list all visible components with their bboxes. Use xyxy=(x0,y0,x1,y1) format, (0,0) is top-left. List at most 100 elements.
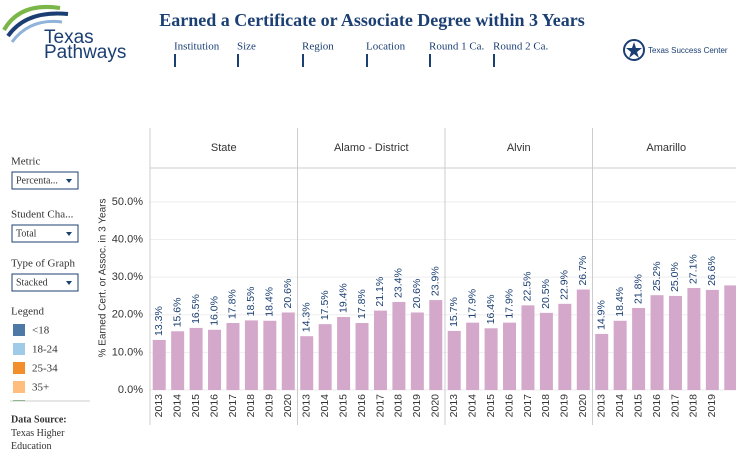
x-tick-label: 2016 xyxy=(651,394,663,418)
dropdown-value[interactable]: Stacked xyxy=(16,277,48,288)
panel-title: Alamo - District xyxy=(334,142,409,154)
value-label: 17.8% xyxy=(227,289,239,319)
x-tick-label: 2013 xyxy=(153,394,165,418)
bar xyxy=(171,331,185,390)
dropdown[interactable] xyxy=(11,224,79,243)
x-tick-label: 2015 xyxy=(485,394,497,418)
dropdown-arrow[interactable] xyxy=(66,179,72,183)
x-tick-label: 2019 xyxy=(264,394,276,418)
value-label: 16.0% xyxy=(208,296,220,326)
filter-label[interactable]: Size xyxy=(237,41,256,53)
dropdown-value[interactable]: Total xyxy=(16,228,37,239)
y-tick-label: 20.0% xyxy=(112,309,143,321)
dropdown-arrow[interactable] xyxy=(66,232,72,236)
y-tick-label: 40.0% xyxy=(112,233,143,245)
filter-label[interactable]: Round 2 Ca. xyxy=(493,41,549,53)
filter-label[interactable]: Location xyxy=(366,41,406,53)
x-tick-label: 2015 xyxy=(632,394,644,418)
legend-swatch xyxy=(13,381,25,393)
value-label: 17.8% xyxy=(356,289,368,319)
x-tick-label: 2019 xyxy=(411,394,423,418)
y-axis-label: % Earned Cert. or Assoc. in 3 Years xyxy=(98,199,109,358)
bar xyxy=(613,320,627,390)
x-tick-label: 2016 xyxy=(503,394,515,418)
value-label: 21.1% xyxy=(374,277,386,307)
value-label: 14.9% xyxy=(596,300,608,330)
dropdown-arrow[interactable] xyxy=(66,281,72,285)
value-label: 13.3% xyxy=(153,306,165,336)
bar xyxy=(466,322,480,390)
legend-title: Legend xyxy=(11,306,44,318)
x-tick-label: 2018 xyxy=(688,394,700,418)
bar xyxy=(650,295,664,390)
x-tick-label: 2014 xyxy=(171,394,183,418)
dropdown[interactable] xyxy=(11,171,79,190)
filter-label[interactable]: Region xyxy=(302,41,334,53)
partner-name: Texas Success Center xyxy=(648,46,728,55)
value-label: 20.6% xyxy=(282,279,294,309)
legend-label: 25-34 xyxy=(32,363,58,375)
bar xyxy=(521,305,535,390)
y-tick-label: 30.0% xyxy=(112,271,143,283)
value-label: 18.4% xyxy=(614,287,626,317)
value-label: 16.5% xyxy=(190,294,202,324)
value-label: 15.7% xyxy=(448,297,460,327)
dropdown-value[interactable]: Percenta... xyxy=(16,175,58,186)
value-label: 26.7% xyxy=(577,256,589,286)
bar xyxy=(632,307,646,390)
partner-icon xyxy=(626,42,642,58)
dropdown[interactable] xyxy=(11,273,79,292)
x-tick-label: 2018 xyxy=(540,394,552,418)
value-label: 21.8% xyxy=(632,274,644,304)
bar xyxy=(337,317,351,390)
panel-title: State xyxy=(211,142,237,154)
partner-icon xyxy=(623,39,645,61)
bar xyxy=(263,320,277,390)
control-label: Metric xyxy=(11,156,40,168)
data-source-title: Data Source: xyxy=(11,414,67,425)
x-tick-label: 2014 xyxy=(319,394,331,418)
bar xyxy=(687,288,701,390)
bar xyxy=(226,323,240,390)
bar xyxy=(355,323,369,390)
x-tick-label: 2017 xyxy=(374,394,386,418)
legend-label: Und xyxy=(32,401,51,413)
logo-mark xyxy=(2,5,69,43)
value-label: 16.4% xyxy=(485,295,497,325)
bar xyxy=(595,333,609,390)
bar xyxy=(724,285,736,390)
x-tick-label: 2017 xyxy=(669,394,681,418)
bar xyxy=(668,295,682,390)
x-tick-label: 2018 xyxy=(245,394,257,418)
value-label: 27.1% xyxy=(688,254,700,284)
value-label: 19.4% xyxy=(337,283,349,313)
bar xyxy=(373,310,387,390)
panel-title: Amarillo xyxy=(646,142,686,154)
y-tick-label: 0.0% xyxy=(118,384,143,396)
legend-label: 18-24 xyxy=(32,344,58,356)
x-tick-label: 2019 xyxy=(706,394,718,418)
x-tick-label: 2013 xyxy=(596,394,608,418)
bar xyxy=(705,289,719,390)
bar xyxy=(152,339,166,390)
value-label: 17.9% xyxy=(466,289,478,319)
value-label: 17.9% xyxy=(503,289,515,319)
x-tick-label: 2017 xyxy=(522,394,534,418)
value-label: 25.2% xyxy=(651,261,663,291)
legend-label: <18 xyxy=(32,325,50,337)
value-label: 20.6% xyxy=(411,279,423,309)
x-tick-label: 2014 xyxy=(614,394,626,418)
legend-label: 35+ xyxy=(32,382,49,394)
filter-label[interactable]: Round 1 Ca. xyxy=(429,41,485,53)
bar xyxy=(484,328,498,390)
filter-label[interactable]: Institution xyxy=(174,41,220,53)
x-tick-label: 2018 xyxy=(393,394,405,418)
value-label: 25.0% xyxy=(669,262,681,292)
value-label: 17.5% xyxy=(319,290,331,320)
x-tick-label: 2020 xyxy=(430,394,442,418)
value-label: 15.6% xyxy=(171,298,183,328)
panel-title: Alvin xyxy=(507,142,531,154)
legend-swatch xyxy=(13,400,25,401)
